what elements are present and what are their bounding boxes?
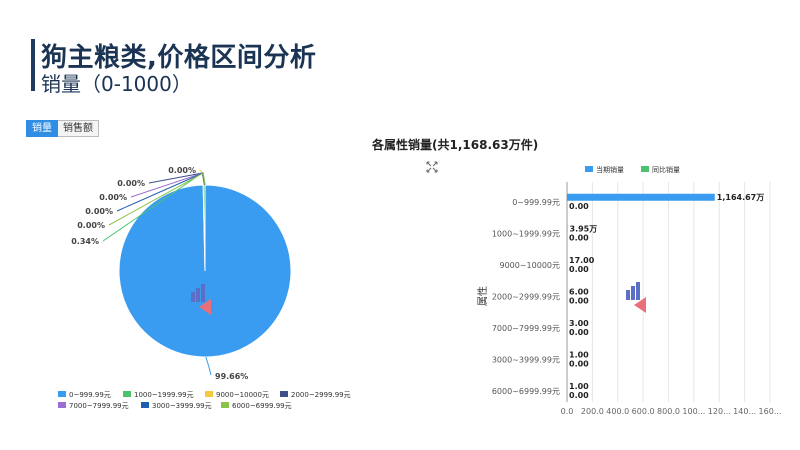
legend-label: 6000~6999.99元 [232,402,292,410]
bar-data-label: 0.00 [569,296,589,305]
legend-swatch [221,402,229,408]
bar-data-label: 1.00 [569,382,589,391]
bar-data-label: 0.00 [569,233,589,242]
bar-data-label: 6.00 [569,287,589,296]
y-category-label: 7000~7999.99元 [492,324,560,333]
legend-swatch [280,391,288,397]
bar-data-label: 3.95万 [570,224,598,233]
watermark-logo [626,282,646,313]
x-tick-label: 140... [733,407,756,416]
bar-current[interactable] [567,225,568,233]
legend-swatch [123,391,131,397]
y-category-label: 9000~10000元 [499,261,560,270]
x-tick-label: 100... [682,407,705,416]
pie-data-label: 99.66% [215,372,248,381]
x-tick-label: 120... [708,407,731,416]
pie-data-label: 0.00% [117,179,145,188]
pie-legend-item[interactable]: 6000~6999.99元 [221,402,292,410]
bar-data-label: 0.00 [569,202,589,211]
page-title: 狗主粮类,价格区间分析 [41,43,317,73]
pie-data-label: 0.00% [168,166,196,175]
page-subtitle: 销量（0-1000） [41,72,192,96]
pie-legend-item[interactable]: 2000~2999.99元 [280,391,351,399]
legend-swatch [58,402,66,408]
pie-chart: 99.66% 0.34% 0.00% 0.00% 0.00% 0.00% 0.00% 0~9… [58,166,351,410]
bar-data-label: 0.00 [569,328,589,337]
legend-swatch [58,391,66,397]
y-axis-label: 属性 [476,286,489,306]
pie-legend-item[interactable]: 1000~1999.99元 [123,391,194,399]
title-accent-bar [31,39,35,91]
x-tick-label: 400.0 [606,407,629,416]
bar-chart-title: 各属性销量(共1,168.63万件) [372,138,539,152]
y-category-label: 3000~3999.99元 [492,355,560,364]
bar-data-label: 0.00 [569,265,589,274]
legend-swatch [585,166,593,172]
legend-label: 3000~3999.99元 [152,402,212,410]
pie-legend-item[interactable]: 0~999.99元 [58,391,111,399]
legend-swatch [205,391,213,397]
bar-legend-item[interactable]: 同比销量 [641,165,680,174]
legend-label: 1000~1999.99元 [134,391,194,399]
y-category-label: 0~999.99元 [512,198,560,207]
legend-swatch [141,402,149,408]
legend-label: 当期销量 [596,165,624,174]
pie-legend-item[interactable]: 7000~7999.99元 [58,402,129,410]
watermark-logo [191,284,211,315]
bar-data-label: 17.00 [569,256,595,265]
legend-label: 7000~7999.99元 [69,402,129,410]
pie-data-label: 0.00% [99,193,127,202]
bar-data-label: 0.00 [569,391,589,400]
bar-data-label: 1,164.67万 [717,193,764,202]
bar-legend-item[interactable]: 当期销量 [585,165,624,174]
bar-data-label: 1.00 [569,350,589,359]
x-tick-label: 160... [759,407,782,416]
x-tick-label: 800.0 [657,407,680,416]
bar-data-label: 0.00 [569,359,589,368]
bar-current[interactable] [567,193,715,201]
x-tick-label: 600.0 [632,407,655,416]
legend-swatch [641,166,649,172]
bar-data-label: 3.00 [569,319,589,328]
legend-label: 2000~2999.99元 [291,391,351,399]
y-category-label: 1000~1999.99元 [492,229,560,238]
tab-sales-volume[interactable]: 销量 [26,120,58,137]
legend-label: 0~999.99元 [69,391,111,399]
pie-legend-item[interactable]: 3000~3999.99元 [141,402,212,410]
y-category-label: 2000~2999.99元 [492,292,560,301]
restore-icon[interactable] [426,161,438,173]
pie-leader-line [108,172,206,226]
metric-tabs: 销量 销售额 [26,120,99,137]
pie-legend-item[interactable]: 9000~10000元 [205,391,269,399]
x-tick-label: 0.0 [561,407,574,416]
legend-label: 9000~10000元 [216,391,269,399]
pie-data-label: 0.00% [77,221,105,230]
x-tick-label: 200.0 [581,407,604,416]
tab-sales-amount[interactable]: 销售额 [58,120,99,137]
pie-leader-line [205,356,212,376]
pie-data-label: 0.00% [85,207,113,216]
pie-data-label: 0.34% [71,237,99,246]
y-category-label: 6000~6999.99元 [492,387,560,396]
legend-label: 同比销量 [652,165,680,174]
